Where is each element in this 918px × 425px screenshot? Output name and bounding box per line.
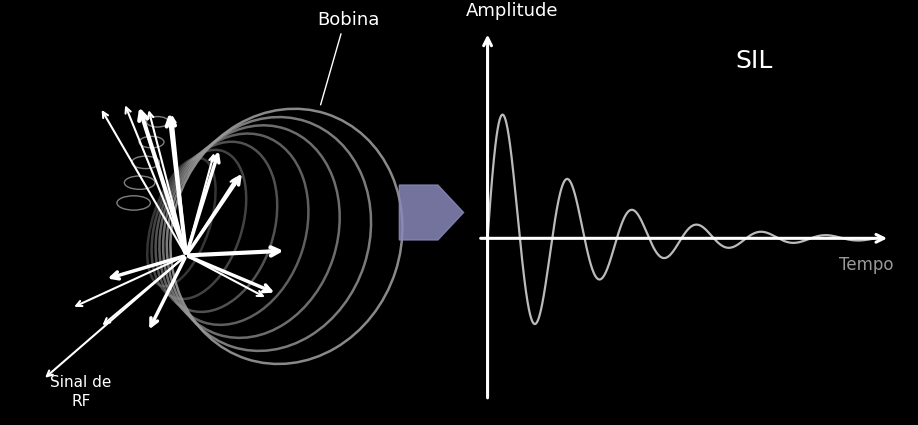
Text: Tempo: Tempo: [839, 256, 894, 274]
Text: Amplitude: Amplitude: [465, 2, 558, 20]
Text: Sinal de: Sinal de: [50, 375, 112, 390]
Text: Bobina: Bobina: [318, 11, 380, 28]
Text: RF: RF: [72, 394, 91, 409]
Text: SIL: SIL: [735, 49, 773, 73]
FancyArrow shape: [399, 185, 464, 240]
